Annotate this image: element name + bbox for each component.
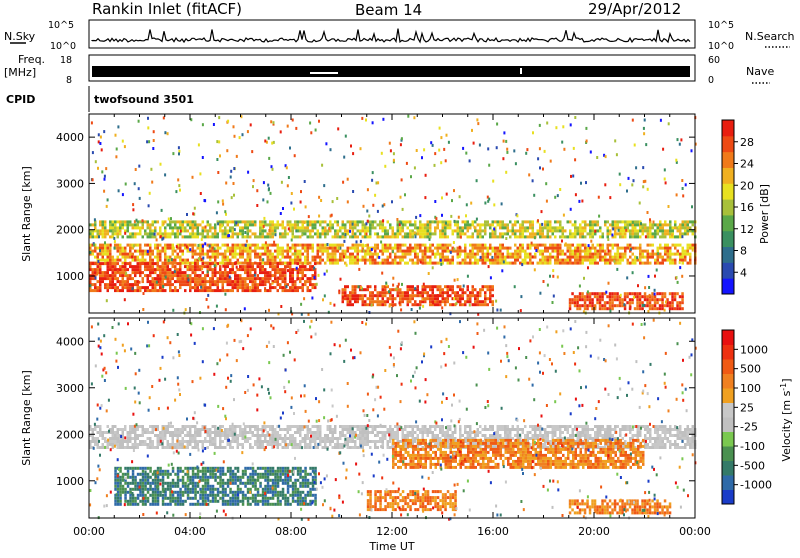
y-tick-label: 4000	[56, 131, 84, 144]
velocity-panel: 1000 2000 3000 4000 00:00 04:00 08:00 12:00 16:…	[20, 318, 711, 553]
y-tick-label: 3000	[56, 382, 84, 395]
nave-tick-high: 60	[708, 55, 720, 66]
freq-tick-high: 18	[60, 55, 72, 66]
colorbar-tick: 28	[740, 136, 754, 149]
cpid-panel: CPID twofsound 3501	[6, 86, 194, 112]
colorbar-tick: 4	[740, 266, 747, 279]
x-tick-label: 08:00	[275, 525, 307, 538]
cpid-value: twofsound 3501	[94, 93, 194, 106]
power-colorbar-label: Power [dB]	[758, 184, 771, 244]
velocity-heatmap	[89, 319, 697, 521]
freq-tick-low: 8	[66, 75, 72, 86]
y-tick-label: 4000	[56, 335, 84, 348]
date-label: 29/Apr/2012	[588, 0, 681, 18]
freq-label: Freq.	[18, 53, 45, 66]
colorbar-tick: 12	[740, 223, 754, 236]
x-tick-label: 20:00	[578, 525, 610, 538]
noise-left-tick-low: 10^0	[50, 41, 76, 52]
plot-title: Rankin Inlet (fitACF)	[92, 0, 242, 18]
x-axis-label: Time UT	[368, 540, 414, 553]
x-tick-label: 00:00	[679, 525, 711, 538]
x-tick-label: 04:00	[174, 525, 206, 538]
colorbar-tick: -100	[740, 440, 765, 453]
colorbar-tick: 24	[740, 158, 754, 171]
velocity-colorbar: 1000 500 100 25 -25 -100 -500 -1000 Velocity [m…	[722, 330, 793, 505]
colorbar-tick: 500	[740, 363, 761, 376]
noise-left-tick-high: 10^5	[48, 20, 74, 31]
noise-left-label: N.Sky	[4, 30, 36, 43]
y-tick-label: 1000	[56, 270, 84, 283]
x-tick-label: 12:00	[376, 525, 408, 538]
colorbar-tick: 100	[740, 382, 761, 395]
colorbar-tick: -500	[740, 459, 765, 472]
freq-panel: Freq. [MHz] 18 8 60 0 Nave	[4, 53, 774, 86]
noise-right-tick-low: 10^0	[708, 41, 734, 52]
x-tick-label: 16:00	[477, 525, 509, 538]
x-tick-label: 00:00	[73, 525, 105, 538]
colorbar-tick: 20	[740, 179, 754, 192]
colorbar-tick: -25	[740, 421, 758, 434]
power-colorbar: 28 24 20 16 12 8 4 Power [dB]	[722, 120, 771, 295]
colorbar-tick: 1000	[740, 343, 768, 356]
colorbar-tick: 8	[740, 245, 747, 258]
noise-panel: N.Sky 10^5 10^0 10^5 10^0 N.Search	[4, 20, 795, 52]
power-heatmap	[89, 115, 697, 316]
y-tick-label: 1000	[56, 475, 84, 488]
colorbar-tick: -1000	[740, 479, 772, 492]
y-tick-label: 2000	[56, 428, 84, 441]
velocity-colorbar-label: Velocity [m s-1]	[779, 378, 793, 461]
beam-label: Beam 14	[355, 1, 422, 19]
nave-tick-low: 0	[708, 75, 714, 86]
cpid-label: CPID	[6, 93, 35, 106]
noise-right-label: N.Search	[745, 30, 795, 43]
colorbar-tick: 16	[740, 201, 754, 214]
nave-label: Nave	[746, 65, 774, 78]
freq-unit-label: [MHz]	[4, 66, 36, 79]
power-y-label: Slant Range [km]	[20, 166, 33, 262]
colorbar-tick: 25	[740, 401, 754, 414]
noise-right-tick-high: 10^5	[708, 20, 734, 31]
velocity-y-label: Slant Range [km]	[20, 370, 33, 466]
power-panel: 1000 2000 3000 4000 Slant Range [km]	[20, 114, 697, 316]
y-tick-label: 2000	[56, 224, 84, 237]
y-tick-label: 3000	[56, 177, 84, 190]
noise-trace	[92, 29, 690, 42]
